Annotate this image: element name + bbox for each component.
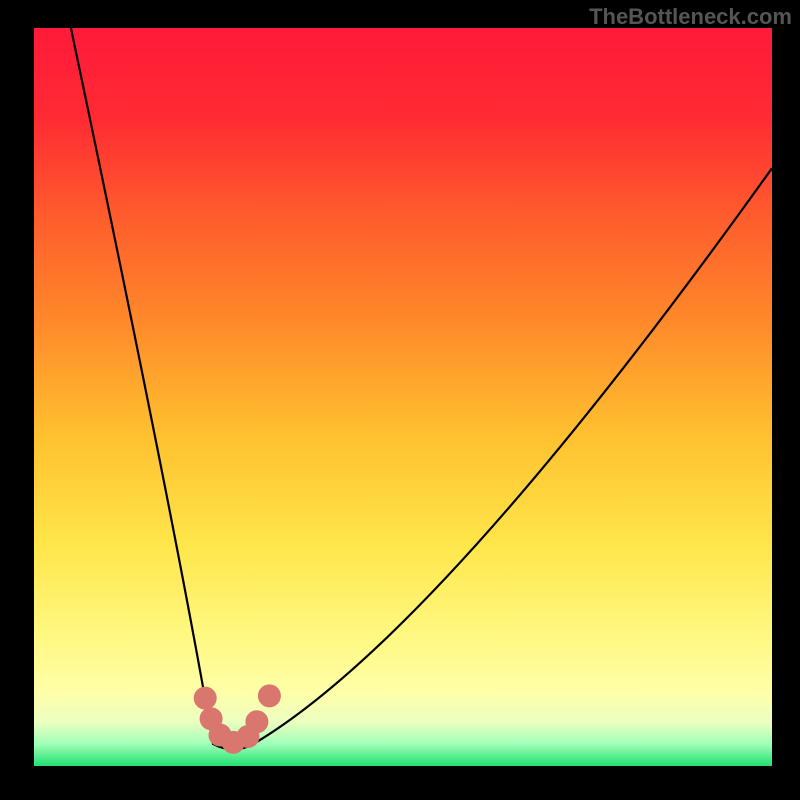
chart-background (34, 28, 772, 766)
marker-point (258, 685, 280, 707)
marker-point (246, 711, 268, 733)
bottleneck-chart (34, 28, 772, 766)
watermark-text: TheBottleneck.com (589, 4, 792, 30)
marker-point (194, 687, 216, 709)
